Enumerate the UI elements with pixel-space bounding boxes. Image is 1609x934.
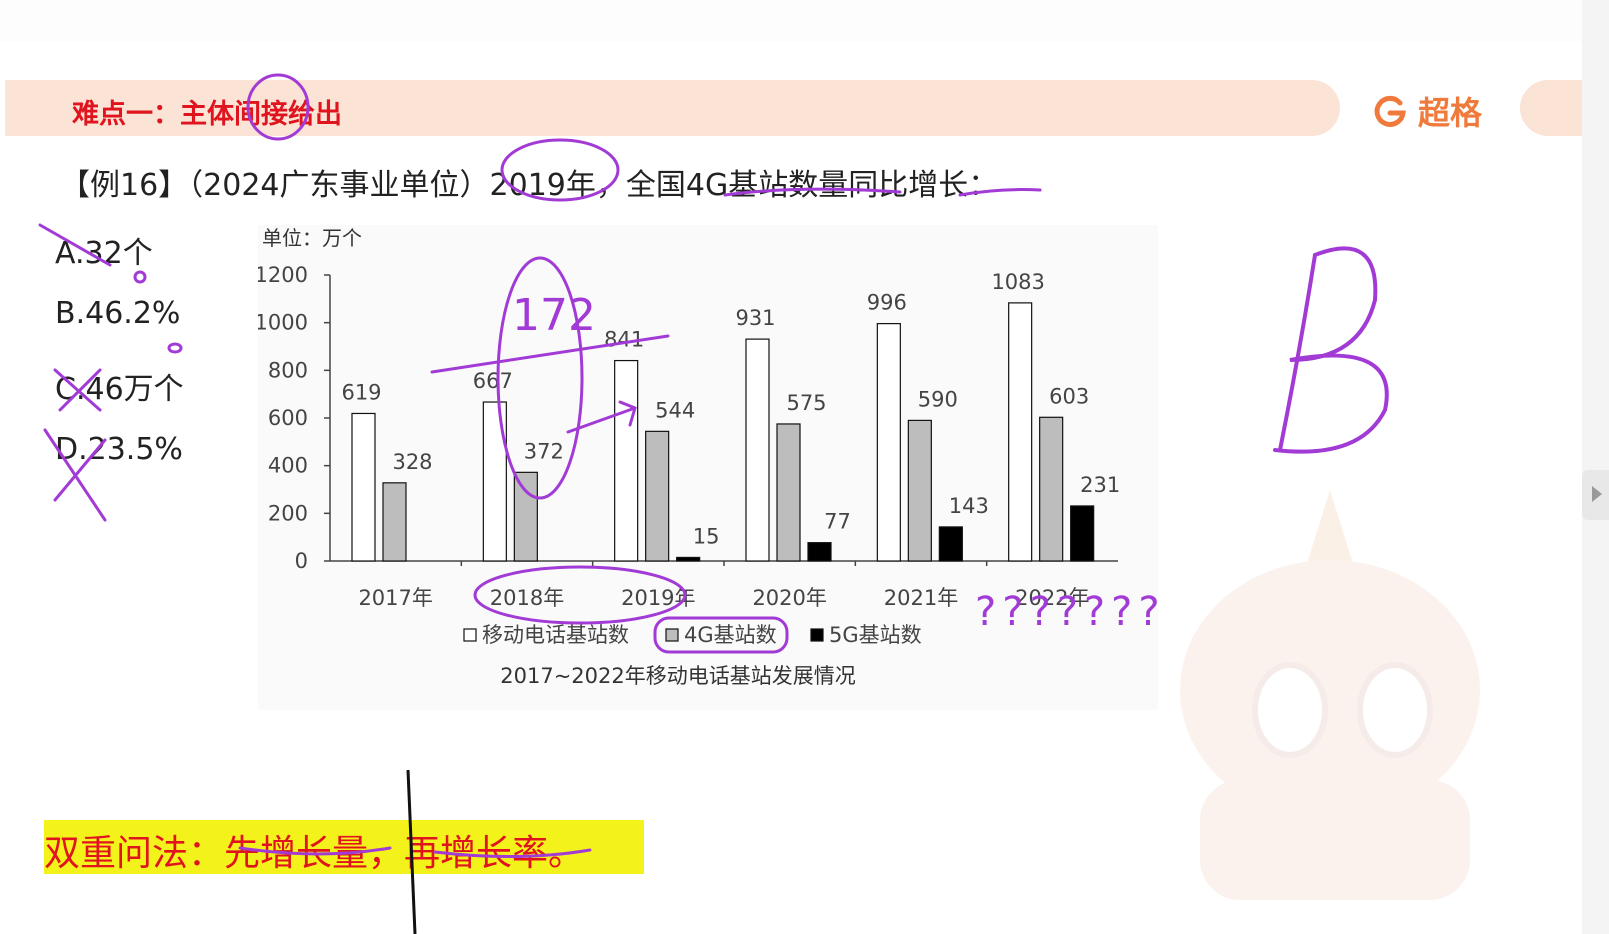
x-tick-label: 2020年 — [752, 586, 826, 610]
bar — [676, 556, 701, 562]
data-label: 603 — [1049, 384, 1089, 408]
y-tick-label: 400 — [268, 454, 308, 478]
data-label: 931 — [735, 306, 775, 330]
bar — [876, 323, 901, 562]
y-tick-label: 1200 — [258, 263, 308, 287]
y-tick-label: 1000 — [258, 311, 308, 335]
chart-title: 2017~2022年移动电话基站发展情况 — [500, 664, 855, 688]
legend-swatch — [463, 628, 477, 642]
footer-text: 双重问法：先增长量，再增长率。 — [44, 833, 585, 874]
expand-arrow-icon — [1592, 486, 1602, 502]
brand-g-icon — [1374, 95, 1406, 127]
data-label: 372 — [524, 439, 564, 463]
chart-panel: 单位：万个 0 200 400 600 800 1000 1200 2017年 2018年 201… — [255, 225, 1158, 710]
bar — [351, 412, 376, 562]
ink-dot-a — [133, 270, 147, 284]
data-label: 77 — [824, 510, 851, 534]
bar — [614, 359, 639, 562]
chart-legend: 移动电话基站数 4G基站数 5G基站数 — [463, 623, 922, 647]
option-c[interactable]: C.46万个 — [55, 372, 184, 407]
bar — [1039, 416, 1064, 562]
data-label: 1083 — [991, 270, 1044, 294]
page-title: 难点一：主体间接给出 — [72, 99, 342, 130]
y-tick-label: 0 — [295, 549, 308, 573]
x-tick-label: 2019年 — [621, 586, 695, 610]
data-label: 619 — [341, 380, 381, 404]
data-label: 575 — [786, 391, 826, 415]
brand-logo: 超格 — [1372, 88, 1482, 134]
data-label: 143 — [949, 494, 989, 518]
brand-name: 超格 — [1418, 94, 1483, 132]
legend-swatch — [665, 628, 679, 642]
y-tick-label: 600 — [268, 406, 308, 430]
x-tick-label: 2018年 — [490, 586, 564, 610]
bar — [382, 482, 407, 562]
bar — [907, 419, 932, 562]
legend-swatch — [810, 628, 824, 642]
data-label: 841 — [604, 328, 644, 352]
legend-label: 5G基站数 — [829, 623, 922, 647]
bar — [745, 338, 770, 562]
data-label: 231 — [1080, 473, 1120, 497]
option-d[interactable]: D.23.5% — [55, 432, 183, 467]
bar — [807, 542, 832, 562]
x-tick-label: 2021年 — [884, 586, 958, 610]
y-tick-label: 800 — [268, 358, 308, 382]
ink-dot-b — [167, 342, 183, 354]
data-label: 667 — [473, 369, 513, 393]
bar — [645, 430, 670, 562]
ink-b-bowls — [1273, 246, 1389, 454]
data-label: 996 — [867, 291, 907, 315]
bar-chart: 单位：万个 0 200 400 600 800 1000 1200 2017年 2018年 201… — [255, 226, 1121, 688]
data-label: 15 — [693, 524, 720, 548]
data-label: 590 — [918, 387, 958, 411]
bar — [513, 471, 538, 562]
unit-label: 单位：万个 — [262, 226, 362, 250]
legend-label: 4G基站数 — [684, 623, 777, 647]
legend-label: 移动电话基站数 — [482, 623, 629, 647]
question-text: 【例16】（2024广东事业单位）2019年，全国4G基站数量同比增长： — [60, 168, 999, 203]
bar — [1008, 302, 1033, 562]
right-scrollbar[interactable] — [1582, 0, 1609, 934]
bar — [938, 526, 963, 562]
top-band — [0, 0, 1609, 42]
y-tick-label: 200 — [268, 501, 308, 525]
data-label: 544 — [655, 398, 695, 422]
ink-b-stem — [1278, 253, 1317, 452]
data-label: 328 — [392, 450, 432, 474]
bar — [1070, 505, 1095, 562]
x-tick-label: 2017年 — [358, 586, 432, 610]
option-b[interactable]: B.46.2% — [55, 296, 181, 331]
option-a[interactable]: A.32个 — [55, 236, 153, 271]
bar — [482, 401, 507, 562]
bar — [776, 423, 801, 562]
header-bar — [5, 80, 1340, 136]
x-tick-label: 2022年 — [1015, 586, 1089, 610]
mascot-watermark — [1180, 490, 1480, 900]
